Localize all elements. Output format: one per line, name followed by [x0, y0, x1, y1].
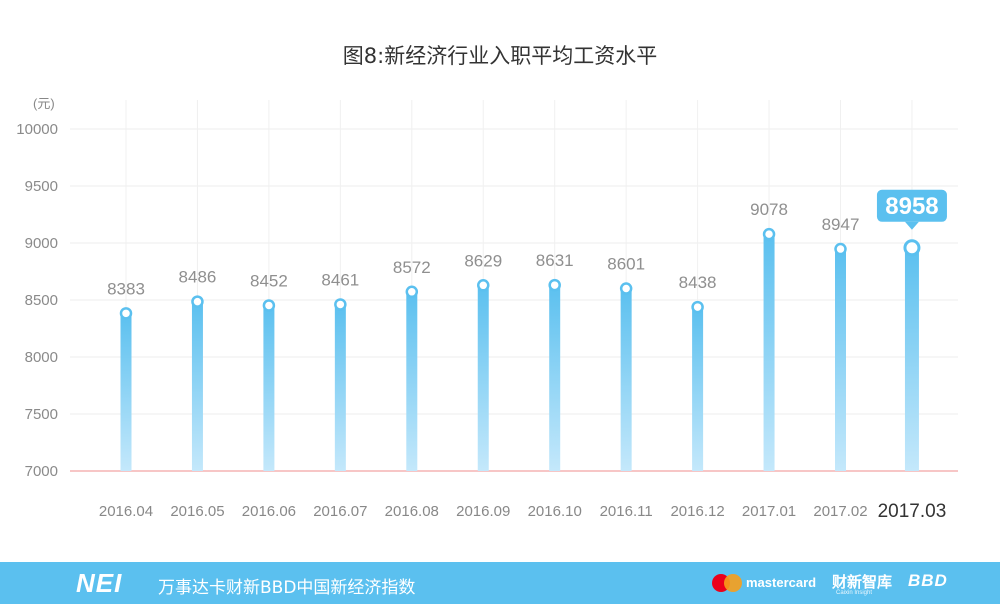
x-tick-label: 2016.04	[99, 503, 153, 520]
x-tick-label: 2016.08	[385, 503, 439, 520]
data-label: 8383	[107, 279, 145, 298]
bar	[692, 307, 704, 471]
x-tick-label: 2017.01	[742, 503, 796, 520]
bar	[120, 313, 132, 471]
callout-pointer	[904, 221, 919, 230]
footer-bar: NEI 万事达卡财新BBD中国新经济指数 mastercard 财新智库 Cai…	[0, 562, 1000, 604]
data-label: 8601	[607, 254, 645, 273]
bar	[904, 247, 919, 471]
bar	[477, 285, 489, 471]
bar-marker	[834, 242, 847, 256]
y-tick-label: 8000	[25, 349, 58, 366]
y-tick-label: 9500	[25, 178, 58, 195]
data-label: 8461	[321, 270, 359, 289]
y-tick-label: 7500	[25, 406, 58, 423]
bar-marker	[191, 295, 204, 308]
bar-marker	[548, 278, 561, 292]
x-tick-label: 2016.05	[170, 503, 224, 520]
y-tick-label: 7000	[25, 463, 58, 480]
y-unit-label: (元)	[33, 96, 55, 111]
data-label: 8486	[179, 268, 217, 287]
bar	[406, 291, 418, 471]
callout-box	[876, 189, 947, 222]
bar	[334, 304, 346, 471]
y-axis-ticks: 10000 9500 9000 8500 8000 7500 7000	[16, 121, 58, 480]
x-tick-label: 2016.11	[600, 503, 653, 520]
y-tick-label: 10000	[16, 121, 58, 138]
data-label: 9078	[750, 200, 788, 219]
data-label: 8631	[536, 251, 574, 270]
bar	[763, 234, 775, 471]
data-label: 8438	[679, 273, 717, 292]
bar	[191, 301, 203, 471]
caixin-logo: 财新智库	[832, 573, 893, 591]
highlight-callout: 8958	[876, 189, 947, 230]
y-tick-label: 9000	[25, 235, 58, 252]
x-tick-label: 2017.02	[813, 503, 867, 520]
bbd-logo: BBD	[908, 571, 948, 590]
mastercard-logo-icon	[712, 574, 742, 592]
bar-marker	[477, 279, 490, 292]
bar-marker	[334, 298, 347, 311]
data-label: 8572	[393, 258, 431, 277]
x-tick-label: 2016.09	[456, 503, 510, 520]
bar	[835, 249, 846, 471]
bar	[620, 288, 632, 471]
x-axis-ticks: 2016.04 2016.05 2016.06 2016.07 2016.08 2016.…	[99, 501, 946, 522]
bars	[119, 227, 921, 471]
data-label: 8452	[250, 271, 288, 290]
nei-logo: NEI	[76, 568, 123, 598]
bar-chart: 图8:新经济行业入职平均工资水平 (元) 10000 9500 9000 8500 80…	[16, 44, 958, 522]
x-tick-label: 2016.12	[670, 503, 724, 520]
y-tick-label: 8500	[25, 292, 58, 309]
index-name: 万事达卡财新BBD中国新经济指数	[158, 578, 416, 598]
bar	[549, 285, 561, 471]
x-tick-label: 2016.10	[528, 503, 582, 520]
value-labels: 8383 8486 8452 8461 8572 8629 8631 8601 8438 9078…	[107, 189, 947, 298]
chart-title: 图8:新经济行业入职平均工资水平	[343, 44, 657, 68]
data-label: 8629	[464, 251, 502, 270]
data-label: 8958	[885, 193, 938, 220]
caixin-subtitle: Caixin Insight	[836, 590, 873, 596]
bar-marker	[405, 285, 419, 299]
bar-marker	[619, 282, 633, 295]
mastercard-wordmark: mastercard	[746, 575, 817, 590]
x-tick-label: 2017.03	[878, 501, 947, 522]
mastercard-orange-circle	[724, 574, 742, 592]
bar	[263, 305, 275, 471]
bar-marker	[762, 227, 776, 241]
x-tick-label: 2016.07	[313, 503, 367, 520]
x-tick-label: 2016.06	[242, 503, 296, 520]
bar-marker	[691, 300, 704, 314]
data-label: 8947	[822, 215, 860, 234]
bar-marker	[903, 239, 921, 257]
bar-marker	[119, 307, 133, 320]
bar-marker	[262, 299, 276, 312]
